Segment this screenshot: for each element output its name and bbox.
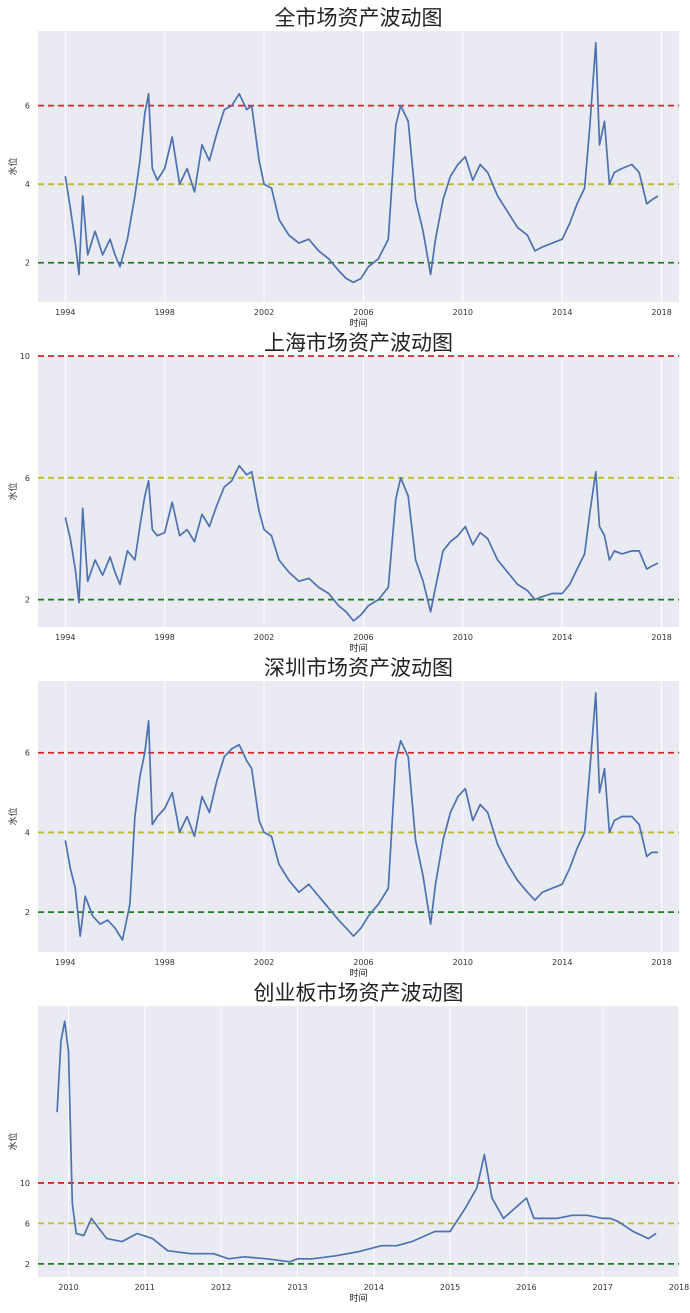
plot-background: [38, 356, 679, 627]
x-tick-label: 2006: [353, 633, 373, 642]
x-tick-label: 2018: [651, 958, 671, 967]
plot-background: [38, 31, 679, 302]
x-tick-label: 1994: [55, 308, 75, 317]
y-tick-label: 6: [25, 474, 30, 483]
x-axis-label: 时间: [349, 317, 367, 329]
y-tick-label: 6: [25, 1219, 30, 1228]
x-axis-label: 时间: [349, 642, 367, 654]
chart-title: 全市场资产波动图: [275, 6, 443, 30]
plot-background: [38, 1006, 679, 1277]
plot-background: [38, 681, 679, 952]
x-tick-label: 1998: [155, 308, 175, 317]
chart-title: 创业板市场资产波动图: [254, 981, 464, 1005]
y-tick-label: 2: [25, 596, 30, 605]
y-axis-label: 水位: [7, 1132, 19, 1150]
chart-panel-2: 1994 1998 2002 2006 2010 2014 2018 2 6 10 上海市场资产波动…: [7, 331, 679, 654]
x-tick-label: 2017: [593, 1283, 613, 1292]
x-tick-label: 2010: [453, 633, 473, 642]
x-tick-label: 2013: [287, 1283, 307, 1292]
series-line: [56, 1020, 657, 1263]
x-axis-label: 时间: [349, 1292, 367, 1304]
x-tick-label: 2014: [552, 308, 572, 317]
chart-panel-1: 1994 1998 2002 2006 2010 2014 2018 2 4 6 全市场资产波动图时…: [7, 6, 679, 329]
x-tick-label: 2014: [552, 958, 572, 967]
chart-title: 上海市场资产波动图: [264, 331, 453, 355]
series-line: [64, 41, 659, 284]
x-tick-label: 2018: [669, 1283, 689, 1292]
y-axis-label: 水位: [7, 807, 19, 825]
y-tick-label: 10: [20, 1179, 30, 1188]
x-tick-label: 2010: [453, 958, 473, 967]
x-tick-label: 2016: [516, 1283, 536, 1292]
x-tick-label: 2002: [254, 958, 274, 967]
y-tick-label: 6: [25, 749, 30, 758]
x-tick-label: 1998: [155, 633, 175, 642]
y-axis-label: 水位: [7, 482, 19, 500]
x-tick-label: 2014: [364, 1283, 384, 1292]
x-tick-label: 2015: [440, 1283, 460, 1292]
x-tick-label: 2002: [254, 308, 274, 317]
x-tick-label: 1998: [155, 958, 175, 967]
x-axis-label: 时间: [349, 967, 367, 979]
x-tick-label: 2011: [135, 1283, 155, 1292]
chart-panel-4: 2010 2011 2012 2013 2014 2015 2016 2017 2018 2 6 10…: [7, 981, 689, 1304]
chart-panel-3: 1994 1998 2002 2006 2010 2014 2018 2 4 6 深圳市场资产波动图…: [7, 656, 679, 979]
y-tick-label: 4: [25, 828, 30, 837]
x-tick-label: 2006: [353, 308, 373, 317]
x-tick-label: 2006: [353, 958, 373, 967]
y-tick-label: 10: [20, 352, 30, 361]
y-axis-label: 水位: [7, 157, 19, 175]
x-tick-label: 2014: [552, 633, 572, 642]
chart-title: 深圳市场资产波动图: [264, 656, 453, 680]
x-tick-label: 2010: [453, 308, 473, 317]
x-tick-label: 2012: [211, 1283, 231, 1292]
x-tick-label: 1994: [55, 633, 75, 642]
y-tick-label: 2: [25, 1260, 30, 1269]
x-tick-label: 1994: [55, 958, 75, 967]
y-tick-label: 6: [25, 102, 30, 111]
x-tick-label: 2010: [58, 1283, 78, 1292]
y-tick-label: 2: [25, 259, 30, 268]
y-tick-label: 4: [25, 180, 30, 189]
series-line: [64, 692, 658, 941]
x-tick-label: 2018: [651, 308, 671, 317]
x-tick-label: 2018: [651, 633, 671, 642]
series-line: [64, 464, 659, 622]
x-tick-label: 2002: [254, 633, 274, 642]
y-tick-label: 2: [25, 908, 30, 917]
